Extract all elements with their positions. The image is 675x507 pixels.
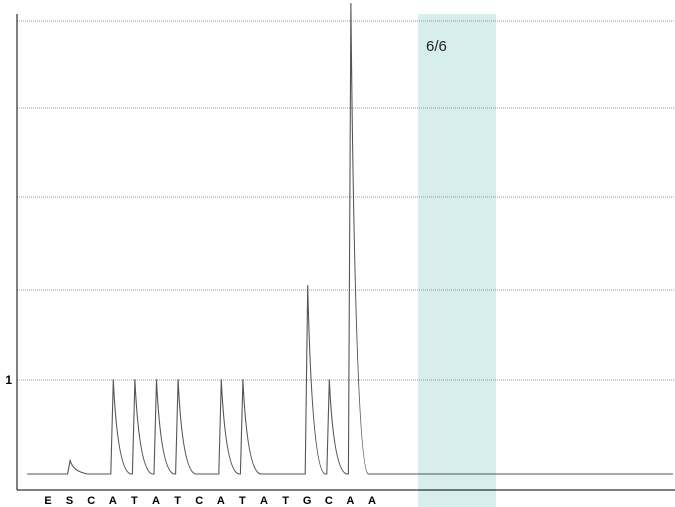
peak-point <box>328 379 331 381</box>
x-tick-label: C <box>325 495 333 507</box>
x-tick-label: A <box>368 495 376 507</box>
peak-point <box>306 285 309 287</box>
peak-point <box>69 460 71 462</box>
peak-point <box>242 379 244 381</box>
axes <box>16 14 675 491</box>
highlight-band <box>418 14 496 507</box>
peak-point <box>155 379 158 381</box>
peak-point <box>220 379 223 381</box>
y-tick-label: 1 <box>5 373 12 387</box>
annotation-label: 6/6 <box>426 38 447 55</box>
x-tick-label: G <box>303 495 312 507</box>
x-tick-label: A <box>109 495 117 507</box>
x-tick-label: C <box>195 495 203 507</box>
x-tick-label: C <box>87 495 95 507</box>
peak-point <box>177 379 179 381</box>
x-tick-label: T <box>239 495 246 507</box>
x-tick-label: S <box>66 495 73 507</box>
x-tick-label: E <box>44 495 51 507</box>
gridlines <box>17 20 675 381</box>
x-tick-label: A <box>217 495 225 507</box>
x-tick-label: T <box>131 495 138 507</box>
peak-point <box>112 379 115 381</box>
x-tick-label: A <box>260 495 268 507</box>
peak-point <box>134 379 136 381</box>
x-tick-label: T <box>282 495 289 507</box>
x-tick-label: A <box>346 495 354 507</box>
peak-point <box>350 3 352 5</box>
x-tick-label: T <box>174 495 181 507</box>
x-tick-label: A <box>152 495 160 507</box>
series-trace <box>27 3 673 475</box>
